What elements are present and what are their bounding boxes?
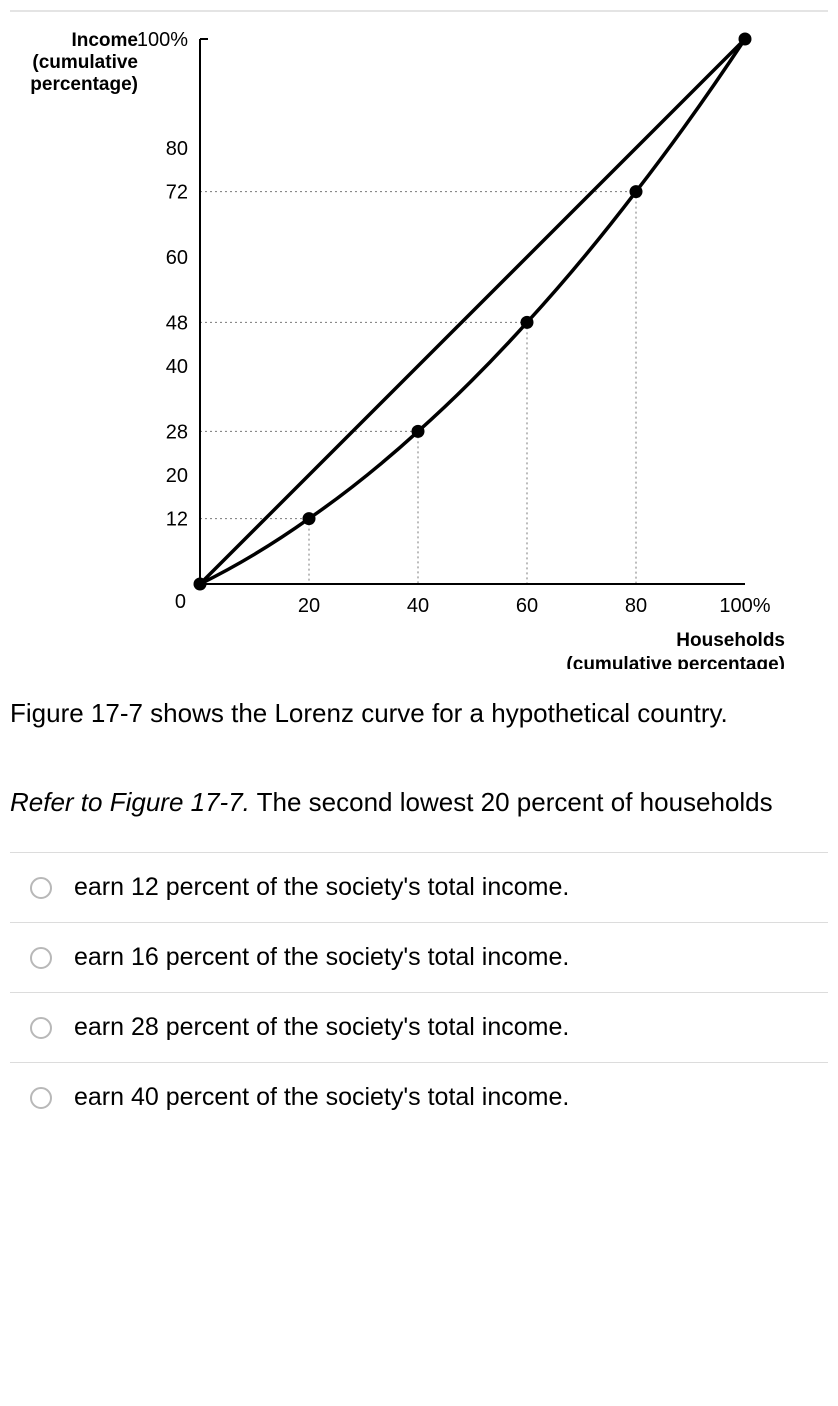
figure-description: Figure 17-7 shows the Lorenz curve for a… — [10, 669, 828, 733]
radio-icon[interactable] — [30, 947, 52, 969]
options-list: earn 12 percent of the society's total i… — [10, 852, 828, 1132]
page-container: 01220284048607280100%20406080100%Income(… — [0, 0, 838, 1162]
svg-text:40: 40 — [407, 595, 429, 617]
lorenz-chart: 01220284048607280100%20406080100%Income(… — [10, 14, 828, 669]
svg-text:40: 40 — [166, 356, 188, 378]
svg-text:60: 60 — [166, 247, 188, 269]
svg-text:0: 0 — [175, 591, 186, 613]
top-rule — [10, 10, 828, 12]
svg-text:80: 80 — [625, 595, 647, 617]
svg-text:Income: Income — [71, 30, 138, 51]
svg-text:percentage): percentage) — [30, 74, 138, 95]
option-2[interactable]: earn 16 percent of the society's total i… — [10, 922, 828, 992]
svg-text:100%: 100% — [719, 595, 770, 617]
radio-icon[interactable] — [30, 877, 52, 899]
option-3[interactable]: earn 28 percent of the society's total i… — [10, 992, 828, 1062]
svg-text:20: 20 — [298, 595, 320, 617]
option-1[interactable]: earn 12 percent of the society's total i… — [10, 852, 828, 922]
radio-icon[interactable] — [30, 1017, 52, 1039]
svg-text:60: 60 — [516, 595, 538, 617]
question-reference: Refer to Figure 17-7. — [10, 787, 250, 817]
svg-text:(cumulative percentage): (cumulative percentage) — [566, 654, 785, 669]
svg-text:(cumulative: (cumulative — [32, 52, 138, 73]
svg-text:72: 72 — [166, 182, 188, 204]
option-label: earn 12 percent of the society's total i… — [74, 873, 569, 902]
option-4[interactable]: earn 40 percent of the society's total i… — [10, 1062, 828, 1132]
radio-icon[interactable] — [30, 1087, 52, 1109]
svg-text:80: 80 — [166, 138, 188, 160]
option-label: earn 40 percent of the society's total i… — [74, 1083, 569, 1112]
svg-text:100%: 100% — [137, 29, 188, 51]
question-tail: The second lowest 20 percent of househol… — [250, 787, 773, 817]
svg-text:48: 48 — [166, 312, 188, 334]
option-label: earn 16 percent of the society's total i… — [74, 943, 569, 972]
svg-text:28: 28 — [166, 421, 188, 443]
svg-text:Households: Households — [676, 630, 785, 651]
svg-text:12: 12 — [166, 509, 188, 531]
question-text: Refer to Figure 17-7. The second lowest … — [10, 733, 828, 842]
chart-svg: 01220284048607280100%20406080100%Income(… — [10, 14, 828, 669]
option-label: earn 28 percent of the society's total i… — [74, 1013, 569, 1042]
svg-text:20: 20 — [166, 465, 188, 487]
